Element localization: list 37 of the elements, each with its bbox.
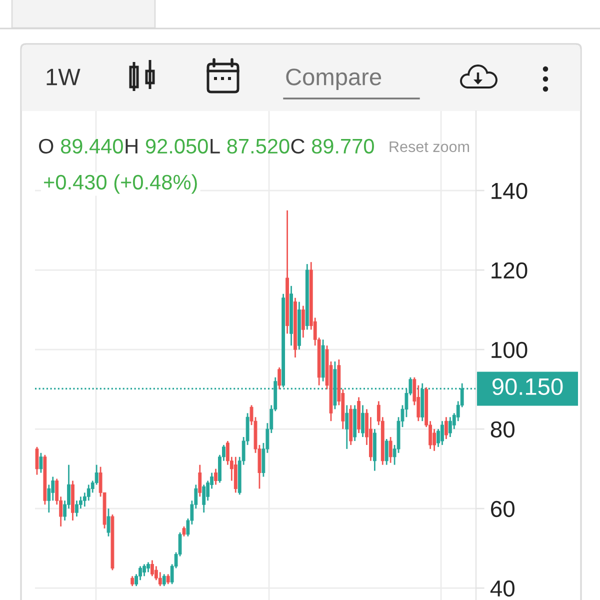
annotation: Reset zoom bbox=[390, 141, 469, 152]
candlestick bbox=[202, 484, 206, 514]
candlestick bbox=[106, 508, 110, 538]
y-tick-label: 100 bbox=[492, 342, 528, 358]
annotation: +0.430 (+0.48%) bbox=[44, 174, 197, 194]
y-tick-label: 80 bbox=[490, 421, 514, 438]
text: Compare bbox=[286, 68, 382, 90]
candlestick bbox=[39, 452, 43, 474]
candlestick bbox=[444, 416, 448, 440]
candlestick bbox=[214, 468, 218, 486]
candlestick bbox=[361, 404, 364, 438]
ref-line-label: 90.150 bbox=[492, 378, 563, 396]
y-tick-label: 120 bbox=[492, 262, 528, 279]
candlestick bbox=[75, 500, 78, 518]
candlestick bbox=[448, 416, 452, 438]
candlestick bbox=[278, 366, 282, 390]
candlestick bbox=[142, 564, 146, 577]
annotation: O 89.440H 92.050L 87.520C 89.770 bbox=[38, 138, 374, 154]
candlestick bbox=[198, 464, 202, 498]
candlestick bbox=[301, 305, 305, 338]
y-tick-label: 40 bbox=[490, 580, 514, 597]
candlestick bbox=[166, 573, 170, 585]
y-tick-label: 140 bbox=[492, 182, 528, 200]
candlestick bbox=[162, 573, 166, 587]
candlestick bbox=[388, 436, 392, 464]
candlestick bbox=[345, 404, 349, 450]
candlestick bbox=[384, 438, 388, 466]
y-tick-label: 60 bbox=[491, 500, 514, 518]
candlestick bbox=[440, 420, 444, 446]
text: 1W bbox=[46, 68, 80, 86]
candlestick bbox=[432, 428, 436, 452]
candlestick bbox=[146, 562, 150, 573]
candlestick bbox=[35, 446, 39, 476]
candlestick bbox=[234, 456, 238, 494]
candlestick bbox=[150, 560, 154, 577]
candlestick bbox=[130, 575, 134, 587]
candlestick bbox=[182, 526, 186, 538]
